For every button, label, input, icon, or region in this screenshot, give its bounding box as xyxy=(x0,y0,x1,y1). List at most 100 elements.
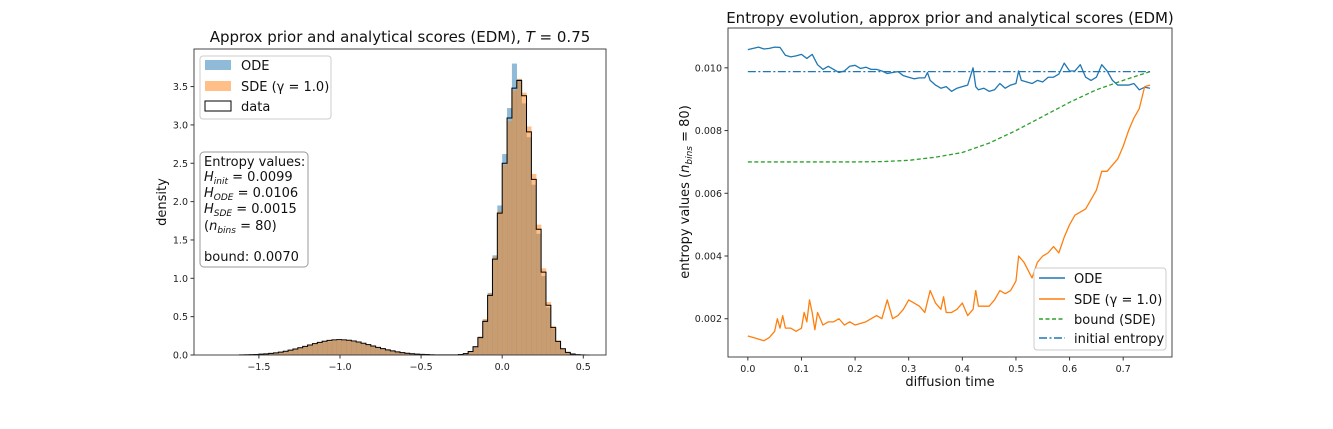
histogram-plot: Approx prior and analytical scores (EDM)… xyxy=(155,28,607,373)
histogram-bar-sde xyxy=(283,351,289,355)
series-line-ode xyxy=(747,46,1151,93)
histogram-bar-sde xyxy=(477,336,483,355)
histogram-bar-sde xyxy=(516,78,522,355)
histogram-bar-sde xyxy=(361,343,367,355)
entropy-line-plot: Entropy evolution, approx prior and anal… xyxy=(678,9,1174,390)
histogram-bar-sde xyxy=(555,340,561,355)
legend-label-ode: ODE xyxy=(1074,272,1102,287)
histogram-bar-sde xyxy=(463,353,469,355)
histogram-bar-sde xyxy=(288,350,294,355)
y-tick-label: 0.010 xyxy=(695,63,722,74)
y-tick-label: 3.0 xyxy=(173,120,188,131)
x-tick-label: 0.3 xyxy=(901,364,916,375)
right-xlabel: diffusion time xyxy=(905,375,994,390)
histogram-bar-sde xyxy=(307,345,313,355)
histogram-bar-sde xyxy=(273,352,279,355)
y-tick-label: 0.5 xyxy=(173,312,188,323)
entropy-annotation-box: Entropy values: Hinit = 0.0099 HODE = 0.… xyxy=(199,151,309,268)
legend-label-ode: ODE xyxy=(241,59,269,74)
y-tick-label: 2.0 xyxy=(173,197,188,208)
histogram-bar-sde xyxy=(502,164,508,355)
right-axes-frame xyxy=(727,27,1173,358)
x-tick-label: −1.5 xyxy=(247,362,270,373)
histogram-bar-sde xyxy=(550,325,556,355)
y-tick-label: 0.008 xyxy=(695,126,722,137)
annotation-heading: Entropy values: xyxy=(204,155,305,170)
series-line-bound xyxy=(747,70,1151,163)
histogram-bars xyxy=(238,63,590,356)
histogram-bar-sde xyxy=(351,341,357,355)
histogram-bar-sde xyxy=(531,174,537,355)
x-tick-label: 0.0 xyxy=(495,362,510,373)
x-tick-label: 0.0 xyxy=(740,364,755,375)
annotation-bound: bound: 0.0070 xyxy=(204,250,299,265)
histogram-bar-sde xyxy=(400,352,406,355)
histogram-bar-sde xyxy=(560,348,566,355)
histogram-bar-sde xyxy=(292,349,299,355)
y-tick-label: 0.006 xyxy=(695,189,722,200)
annotation-h-init: Hinit = 0.0099 xyxy=(204,170,293,187)
histogram-bar-sde xyxy=(468,351,474,355)
histogram-bar-sde xyxy=(487,293,493,355)
annotation-frame xyxy=(199,151,309,268)
legend-swatch-ode xyxy=(205,60,231,70)
histogram-bar-sde xyxy=(409,353,415,355)
histogram-bar-sde xyxy=(472,346,479,355)
legend-label-initial: initial entropy xyxy=(1074,332,1164,347)
right-ylabel: entropy values (nbins = 80) xyxy=(678,105,695,279)
legend-swatch-sde xyxy=(205,81,231,91)
histogram-bar-sde xyxy=(507,121,513,355)
x-tick-label: 0.2 xyxy=(848,364,863,375)
histogram-bar-sde xyxy=(482,318,488,355)
histogram-bar-sde xyxy=(268,353,274,355)
x-tick-label: 0.5 xyxy=(1008,364,1023,375)
histogram-bar-sde xyxy=(511,90,517,355)
histogram-bar-sde xyxy=(322,341,328,355)
histogram-bar-sde xyxy=(331,339,337,355)
x-tick-label: 0.4 xyxy=(955,364,970,375)
histogram-bar-sde xyxy=(312,343,318,355)
histogram-bar-sde xyxy=(526,126,532,355)
annotation-h-sde: HSDE = 0.0015 xyxy=(204,202,297,219)
histogram-bar-sde xyxy=(317,342,323,355)
histogram-bar-sde xyxy=(297,347,303,355)
histogram-bar-sde xyxy=(370,346,376,355)
x-tick-label: 0.5 xyxy=(576,362,591,373)
histogram-bar-sde xyxy=(278,352,284,355)
right-axis-ticks: 0.0 0.1 0.2 0.3 0.4 0.5 0.6 0.7 0.002 0.004 0.006 0… xyxy=(695,63,1131,375)
legend-swatch-data xyxy=(204,100,232,112)
histogram-bar-sde xyxy=(365,344,372,355)
legend-label-sde: SDE (γ = 1.0) xyxy=(1074,293,1162,308)
left-axes-frame xyxy=(193,48,607,356)
histogram-bar-sde xyxy=(380,348,386,355)
histogram-bar-sde xyxy=(263,353,269,355)
annotation-nbins: (nbins = 80) xyxy=(204,219,277,236)
histogram-bar-sde xyxy=(521,92,527,355)
x-tick-label: −0.5 xyxy=(410,362,433,373)
histogram-bar-sde xyxy=(404,353,410,355)
y-tick-label: 1.0 xyxy=(173,274,188,285)
histogram-bar-sde xyxy=(336,339,342,355)
legend-label-data: data xyxy=(241,100,270,115)
entropy-lines xyxy=(747,46,1151,342)
x-tick-label: 0.1 xyxy=(794,364,809,375)
histogram-bar-sde xyxy=(541,268,547,355)
legend-label-sde: SDE (γ = 1.0) xyxy=(241,80,329,95)
y-tick-label: 0.004 xyxy=(695,252,722,263)
histogram-bar-sde xyxy=(545,302,552,355)
histogram-bar-sde xyxy=(492,256,498,355)
histogram-bar-sde xyxy=(565,352,571,355)
y-tick-label: 2.5 xyxy=(173,159,188,170)
right-title: Entropy evolution, approx prior and anal… xyxy=(726,9,1174,27)
histogram-bar-sde xyxy=(356,342,362,355)
x-tick-label: 0.6 xyxy=(1062,364,1077,375)
left-legend: ODE SDE (γ = 1.0) data xyxy=(199,55,332,120)
histogram-bar-sde xyxy=(346,340,352,355)
histogram-bar-sde xyxy=(375,347,381,355)
histogram-bar-sde xyxy=(497,210,503,355)
histogram-bar-sde xyxy=(395,351,401,355)
y-tick-label: 0.0 xyxy=(173,351,188,362)
histogram-bar-sde xyxy=(536,224,542,355)
legend-label-bound: bound (SDE) xyxy=(1074,313,1156,328)
